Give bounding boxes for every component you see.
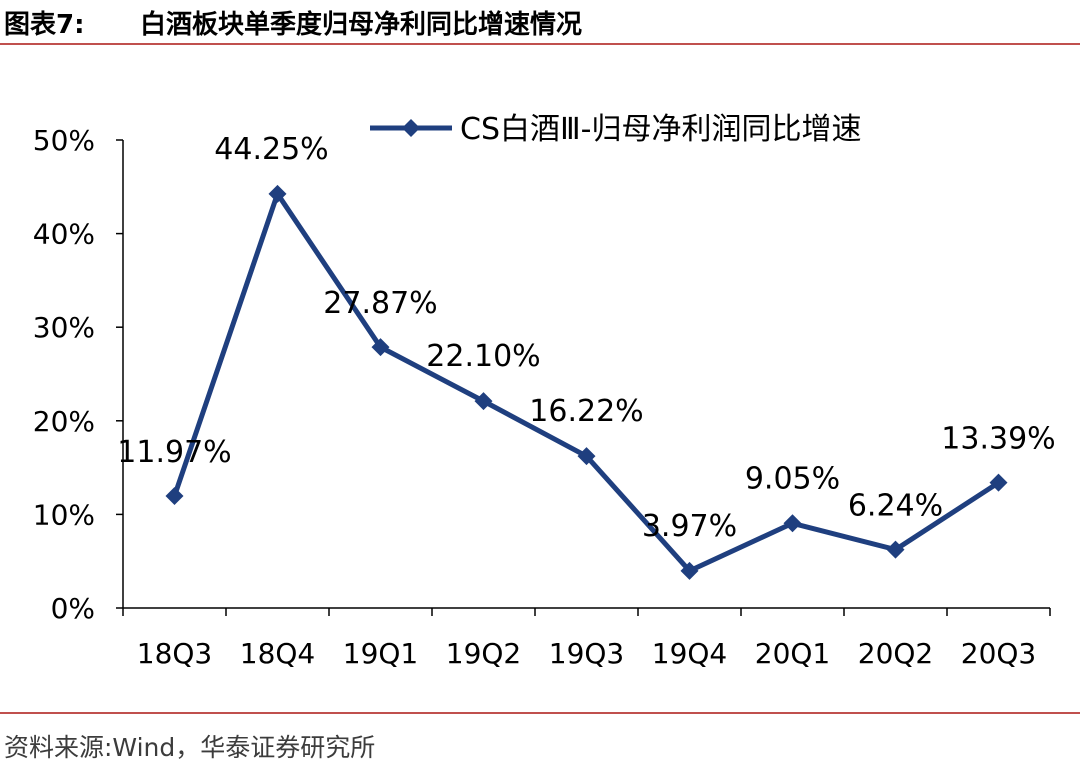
y-tick-label: 20% <box>33 405 95 438</box>
figure-label: 图表7: <box>4 10 85 40</box>
bottom-rule <box>0 712 1080 714</box>
x-tick-label: 19Q3 <box>549 637 624 670</box>
data-point-marker <box>474 392 493 411</box>
figure-header: 图表7: 白酒板块单季度归母净利同比增速情况 <box>0 0 1080 44</box>
data-point-marker <box>680 561 699 580</box>
x-tick-label: 19Q2 <box>446 637 521 670</box>
top-rule <box>0 43 1080 45</box>
data-label: 3.97% <box>642 509 737 544</box>
data-point-marker <box>165 486 184 505</box>
data-point-marker <box>577 447 596 466</box>
data-point-marker <box>268 184 287 203</box>
data-label: 16.22% <box>529 394 643 429</box>
data-label: 13.39% <box>941 422 1055 457</box>
data-point-marker <box>989 473 1008 492</box>
data-label: 22.10% <box>426 339 540 374</box>
x-tick-label: 18Q3 <box>137 637 212 670</box>
y-tick-label: 50% <box>33 124 95 157</box>
data-point-marker <box>886 540 905 559</box>
data-label: 6.24% <box>848 489 943 524</box>
x-tick-label: 19Q4 <box>652 637 727 670</box>
legend-label: CS白酒Ⅲ-归母净利润同比增速 <box>460 112 862 147</box>
x-tick-label: 20Q2 <box>858 637 933 670</box>
data-label: 27.87% <box>323 286 437 321</box>
data-label: 9.05% <box>745 461 840 496</box>
data-point-marker <box>783 514 802 533</box>
y-tick-label: 0% <box>51 592 95 625</box>
legend-marker <box>402 119 420 137</box>
x-tick-label: 19Q1 <box>343 637 418 670</box>
y-tick-label: 10% <box>33 498 95 531</box>
data-label: 44.25% <box>214 132 328 167</box>
source-note: 资料来源:Wind，华泰证券研究所 <box>4 733 376 762</box>
data-label: 11.97% <box>117 435 231 470</box>
figure-title: 白酒板块单季度归母净利同比增速情况 <box>140 10 583 40</box>
x-tick-label: 20Q1 <box>755 637 830 670</box>
y-tick-label: 30% <box>33 311 95 344</box>
x-tick-label: 20Q3 <box>961 637 1036 670</box>
x-tick-label: 18Q4 <box>240 637 315 670</box>
data-point-marker <box>371 338 390 357</box>
y-tick-label: 40% <box>33 218 95 251</box>
